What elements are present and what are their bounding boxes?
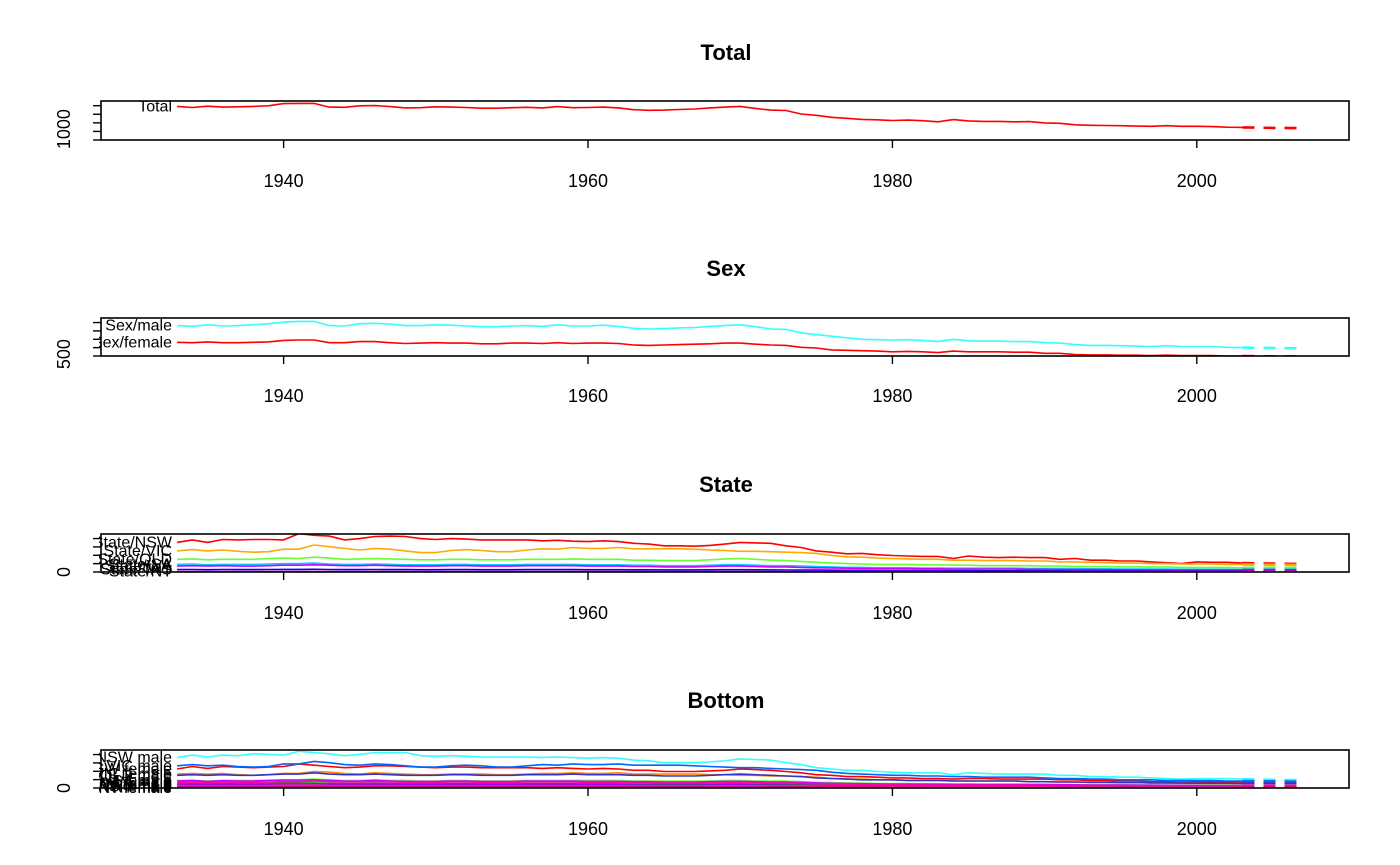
series-line <box>176 750 1243 780</box>
series-line <box>177 320 1243 349</box>
y-tick-label: 0 <box>54 567 74 577</box>
x-tick-label: 2000 <box>1177 386 1217 406</box>
forecast-line <box>1242 346 1304 350</box>
panel-title: Total <box>701 40 752 65</box>
series-line <box>177 102 1243 129</box>
series-line <box>177 562 1243 571</box>
series-label: WA male <box>109 774 173 791</box>
x-tick-label: 1960 <box>568 171 608 191</box>
series-label: NSW female <box>82 761 172 778</box>
series-line <box>177 339 1243 356</box>
series-line <box>177 780 1243 787</box>
series-label: Sex/male <box>105 318 172 335</box>
series-lines <box>176 534 1304 572</box>
x-tick-label: 1980 <box>872 386 912 406</box>
x-tick-label: 1940 <box>264 386 304 406</box>
series-label: State/NT <box>109 564 172 581</box>
x-tick-label: 1960 <box>568 819 608 839</box>
series-label: State/VIC <box>104 543 172 560</box>
series-label: NSW male <box>96 750 173 767</box>
series-label: QLD male <box>100 767 172 784</box>
panel-total: Total Total 1940 1960 1980 2000 1000 <box>54 40 1350 191</box>
plot-frame <box>100 749 1350 789</box>
y-tick-label: 0 <box>54 783 74 793</box>
series-label: NT male <box>112 780 172 797</box>
forecast-line <box>1242 779 1304 783</box>
series-label: TAS female <box>90 779 173 796</box>
panel-title: State <box>699 472 753 497</box>
x-tick-label: 1960 <box>568 603 608 623</box>
series-lines <box>177 102 1304 130</box>
forecast-line <box>1242 563 1304 567</box>
x-tick-label: 2000 <box>1177 819 1217 839</box>
panel-title: Bottom <box>688 688 765 713</box>
y-tick-label: 1000 <box>54 109 74 149</box>
series-line <box>177 760 1243 782</box>
y-tick-label: 500 <box>54 339 74 369</box>
series-labels: Total <box>138 98 172 115</box>
panel-title: Sex <box>706 256 746 281</box>
plot-frame <box>100 317 1350 357</box>
series-line <box>176 763 1243 783</box>
series-label: State/TAS <box>100 561 172 578</box>
series-label: NT female <box>98 780 172 797</box>
series-line <box>177 771 1243 785</box>
series-label: State/SA <box>109 556 172 573</box>
series-lines <box>177 320 1304 356</box>
x-tick-label: 1980 <box>872 171 912 191</box>
series-label: State/NSW <box>93 534 173 551</box>
x-tick-label: 1940 <box>264 171 304 191</box>
x-tick-label: 1980 <box>872 819 912 839</box>
series-line <box>176 534 1243 565</box>
x-tick-label: 1960 <box>568 386 608 406</box>
series-label: WA female <box>95 777 172 794</box>
x-tick-label: 2000 <box>1177 603 1217 623</box>
series-label: Total <box>138 98 172 115</box>
series-line <box>177 556 1243 569</box>
panel-state: State State/NSWState/VICState/QLDState/SA… <box>54 472 1350 623</box>
series-line <box>177 544 1243 566</box>
series-lines <box>176 750 1304 788</box>
series-label: State/WA <box>105 558 172 575</box>
series-line <box>177 563 1243 571</box>
x-tick-label: 1980 <box>872 603 912 623</box>
series-label: VIC female <box>93 766 172 783</box>
x-tick-label: 2000 <box>1177 171 1217 191</box>
forecast-line <box>1242 126 1304 130</box>
series-label: TAS male <box>103 778 172 795</box>
plot-frame <box>100 533 1350 573</box>
plot-frame <box>100 100 1350 141</box>
series-label: Sex/female <box>92 334 172 351</box>
x-tick-label: 1940 <box>264 819 304 839</box>
series-label: VIC male <box>106 758 172 775</box>
series-label: State/QLD <box>97 551 172 568</box>
series-label: QLD female <box>87 772 172 789</box>
x-tick-label: 1940 <box>264 603 304 623</box>
series-labels: State/NSWState/VICState/QLDState/SAState… <box>93 534 173 581</box>
forecast-line <box>1242 777 1304 782</box>
series-label: SA male <box>112 773 172 790</box>
